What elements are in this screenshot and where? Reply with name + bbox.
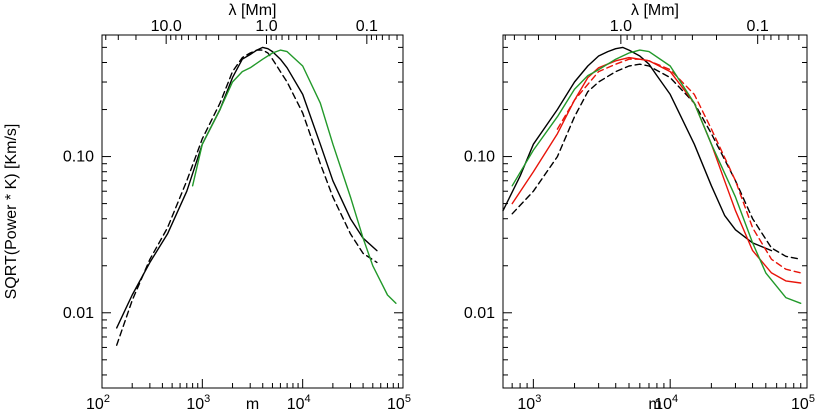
top-tick-label: 0.1 bbox=[747, 18, 769, 35]
x-tick-label-base: 10 bbox=[654, 396, 672, 413]
x-tick-label-exponent: 5 bbox=[809, 393, 815, 405]
x-tick-label: 105 bbox=[791, 393, 815, 413]
top-tick-label: 0.1 bbox=[356, 18, 378, 35]
x-tick-label-exponent: 4 bbox=[672, 393, 678, 405]
top-tick-label: 1.0 bbox=[255, 18, 277, 35]
x-tick-label: 103 bbox=[186, 393, 210, 413]
x-tick-label-base: 10 bbox=[287, 396, 305, 413]
x-tick-label: 104 bbox=[654, 393, 678, 413]
series-black-solid-line bbox=[115, 46, 378, 329]
top-tick-label: 1.0 bbox=[610, 18, 632, 35]
y-tick-label: 0.01 bbox=[63, 305, 94, 322]
x-tick-label: 105 bbox=[387, 393, 411, 413]
series-red-solid-line bbox=[511, 56, 802, 284]
x-tick-label-exponent: 3 bbox=[204, 393, 210, 405]
top-tick-label: 10.0 bbox=[151, 18, 182, 35]
x-tick-label: 103 bbox=[517, 393, 541, 413]
series-black-dashed-line bbox=[511, 63, 802, 260]
x-tick-label: 102 bbox=[86, 393, 110, 413]
x-tick-label-base: 10 bbox=[517, 396, 535, 413]
x-axis-title: m bbox=[246, 396, 259, 413]
top-axis-title: λ [Mm] bbox=[631, 2, 679, 19]
plot-frame-2 bbox=[502, 34, 808, 389]
x-axis-title: m bbox=[648, 396, 661, 413]
x-tick-label-base: 10 bbox=[86, 396, 104, 413]
y-tick-label: 0.01 bbox=[464, 305, 495, 322]
x-tick-label-base: 10 bbox=[387, 396, 405, 413]
x-tick-label-exponent: 5 bbox=[405, 393, 411, 405]
series-green-line bbox=[191, 49, 397, 304]
series-red-dashed-line bbox=[556, 58, 802, 274]
x-tick-label-exponent: 2 bbox=[104, 393, 110, 405]
series-green-line bbox=[511, 49, 802, 304]
x-tick-label: 104 bbox=[287, 393, 311, 413]
series-black-dashed-line bbox=[115, 49, 378, 346]
y-axis-title: SQRT(Power * K) [Km/s] bbox=[3, 124, 20, 300]
plot-frame-1 bbox=[101, 34, 404, 389]
y-tick-label: 0.10 bbox=[464, 149, 495, 166]
x-tick-label-exponent: 4 bbox=[305, 393, 311, 405]
x-tick-label-base: 10 bbox=[186, 396, 204, 413]
top-axis-title: λ [Mm] bbox=[229, 2, 277, 19]
y-tick-label: 0.10 bbox=[63, 149, 94, 166]
series-black-solid-line bbox=[502, 46, 773, 252]
x-tick-label-base: 10 bbox=[791, 396, 809, 413]
x-tick-label-exponent: 3 bbox=[535, 393, 541, 405]
